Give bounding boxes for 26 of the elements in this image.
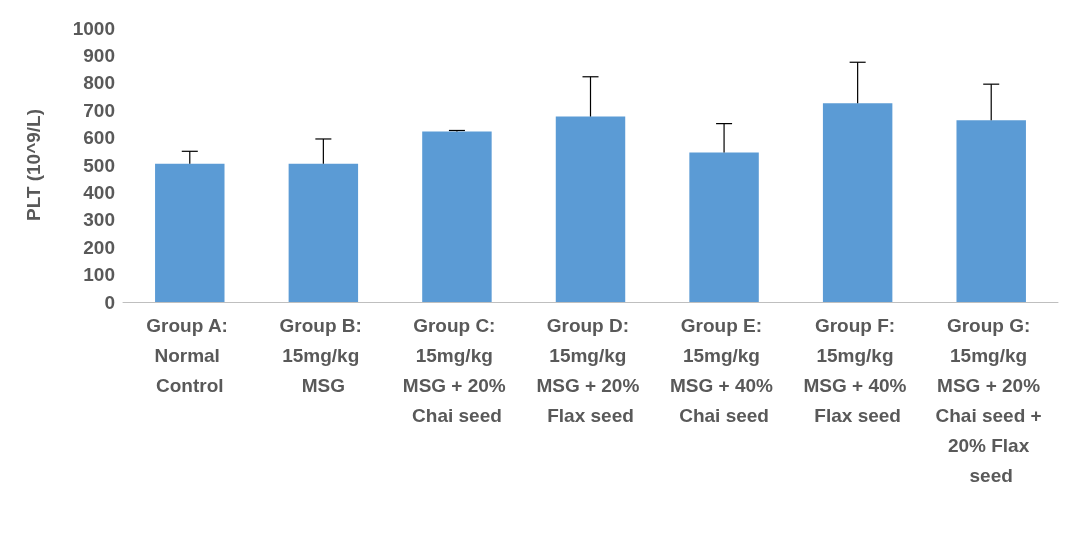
bar — [155, 163, 225, 302]
x-tick-label: Group F: 15mg/kg MSG + 40% Flax seed — [803, 314, 912, 426]
bar — [956, 120, 1026, 302]
y-tick-label: 600 — [83, 127, 115, 149]
x-tick-label: Group D: 15mg/kg MSG + 20% Flax seed — [536, 314, 645, 426]
bar — [288, 163, 359, 302]
y-tick-label: 300 — [83, 209, 115, 231]
bar — [422, 131, 492, 302]
bar — [689, 152, 759, 302]
y-tick-label: 500 — [83, 154, 115, 176]
y-tick-label: 1000 — [72, 17, 115, 39]
x-tick-label: Group E: 15mg/kg MSG + 40% Chai seed — [669, 314, 779, 426]
x-tick-label: Group C: 15mg/kg MSG + 20% Chai seed — [402, 314, 512, 426]
y-tick-label: 900 — [83, 44, 115, 66]
y-tick-label: 700 — [83, 99, 115, 121]
x-tick-label: Group G: 15mg/kg MSG + 20% Chai seed + 20% Flax seed — [935, 314, 1047, 486]
y-tick-label: 800 — [83, 72, 115, 94]
y-tick-label: 200 — [83, 236, 115, 258]
y-axis-title: PLT (10^9/L) — [23, 108, 44, 222]
x-tick-label: Group A: Normal Control — [146, 314, 234, 396]
bar — [822, 103, 893, 302]
x-tick-label: Group B: 15mg/kg MSG — [279, 314, 368, 396]
y-tick-label: 400 — [83, 181, 115, 203]
y-tick-label: 100 — [83, 264, 115, 286]
bar — [555, 116, 626, 302]
y-tick-label: 0 — [104, 291, 115, 313]
